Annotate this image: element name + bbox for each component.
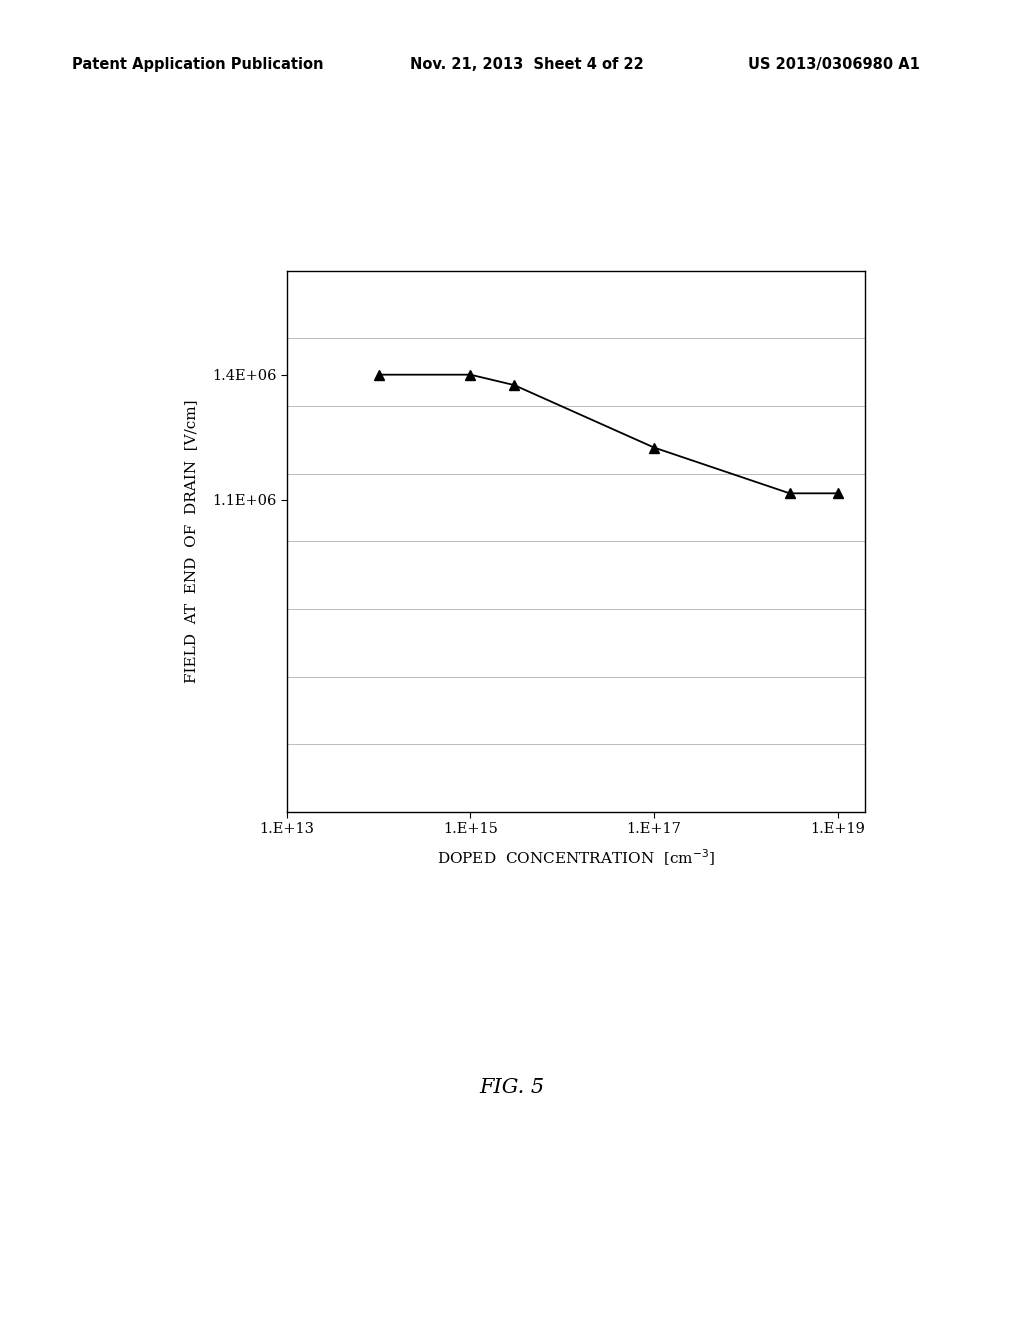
Text: Nov. 21, 2013  Sheet 4 of 22: Nov. 21, 2013 Sheet 4 of 22 [410, 57, 643, 71]
Text: Patent Application Publication: Patent Application Publication [72, 57, 324, 71]
Text: US 2013/0306980 A1: US 2013/0306980 A1 [748, 57, 920, 71]
Text: FIG. 5: FIG. 5 [479, 1078, 545, 1097]
X-axis label: DOPED  CONCENTRATION  [cm$^{-3}$]: DOPED CONCENTRATION [cm$^{-3}$] [437, 847, 715, 867]
Y-axis label: FIELD  AT  END  OF  DRAIN  [V/cm]: FIELD AT END OF DRAIN [V/cm] [184, 400, 198, 682]
